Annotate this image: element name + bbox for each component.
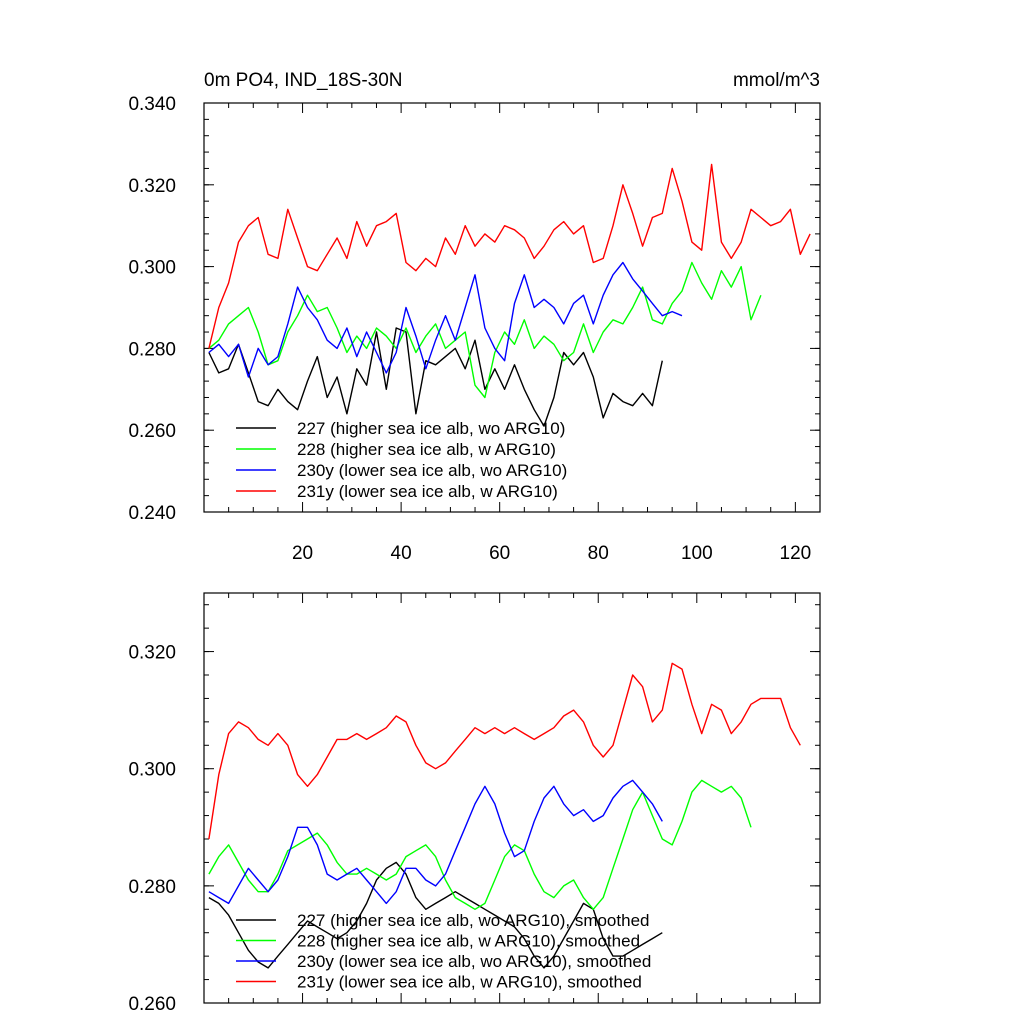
top-plot-frame	[203, 102, 821, 513]
top-panel: 0m PO4, IND_18S-30N mmol/m^3 0.240 0.260 0…	[128, 70, 821, 564]
y-tick-label: 0.320	[128, 176, 176, 197]
y-tick-label: 0.320	[128, 643, 176, 664]
y-tick-label: 0.340	[128, 94, 176, 115]
y-tick-label: 0.280	[128, 339, 176, 360]
x-tick-label: 60	[489, 543, 510, 564]
series-line-2	[208, 779, 752, 910]
x-tick-label: 80	[588, 543, 609, 564]
x-tick-label: 100	[681, 543, 713, 564]
legend-label-1: 227 (higher sea ice alb, wo ARG10)	[297, 419, 565, 438]
series-line-1	[208, 861, 663, 969]
series-line-4	[208, 662, 801, 840]
legend-label-2: 228 (higher sea ice alb, w ARG10), smoot…	[297, 932, 640, 951]
bottom-panel: 0.260 0.280 0.300 0.320 227 (higher sea ice…	[128, 592, 821, 1015]
bottom-plot-frame	[203, 592, 821, 1004]
legend-label-3: 230y (lower sea ice alb, wo ARG10)	[297, 461, 567, 480]
legend-label-2: 228 (higher sea ice alb, w ARG10)	[297, 440, 556, 459]
series-line-4	[208, 163, 811, 349]
x-tick-label: 120	[780, 543, 812, 564]
y-tick-label: 0.280	[128, 877, 176, 898]
series-line-3	[208, 261, 683, 378]
y-tick-label: 0.260	[128, 994, 176, 1015]
legend-label-4: 231y (lower sea ice alb, w ARG10)	[297, 482, 558, 501]
y-tick-label: 0.260	[128, 421, 176, 442]
series-line-2	[208, 261, 762, 399]
legend-label-4: 231y (lower sea ice alb, w ARG10), smoot…	[297, 973, 642, 992]
units-label: mmol/m^3	[733, 70, 820, 91]
y-tick-label: 0.300	[128, 258, 176, 279]
y-tick-label: 0.300	[128, 760, 176, 781]
legend-label-1: 227 (higher sea ice alb, wo ARG10), smoo…	[297, 911, 649, 930]
x-tick-label: 20	[292, 543, 313, 564]
x-tick-label: 40	[391, 543, 412, 564]
series-line-3	[208, 779, 663, 905]
chart-title: 0m PO4, IND_18S-30N	[204, 70, 403, 91]
series-line-1	[208, 327, 663, 427]
legend-label-3: 230y (lower sea ice alb, wo ARG10), smoo…	[297, 952, 651, 971]
y-tick-label: 0.240	[128, 503, 176, 524]
